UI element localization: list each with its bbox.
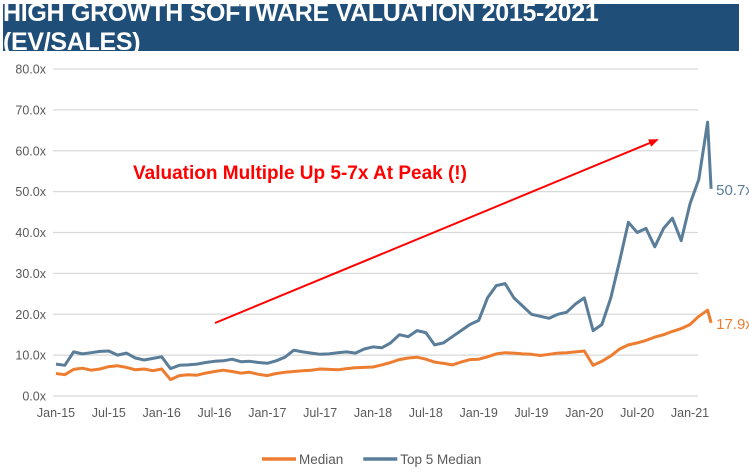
x-tick-label: Jul-15 bbox=[92, 406, 126, 420]
x-tick-label: Jan-18 bbox=[354, 406, 392, 420]
x-tick-label: Jan-20 bbox=[565, 406, 603, 420]
annotation-arrow bbox=[214, 139, 659, 324]
x-tick-label: Jan-21 bbox=[671, 406, 709, 420]
series-line-median bbox=[55, 308, 713, 382]
y-tick-label: 70.0x bbox=[15, 103, 46, 117]
x-tick-label: Jul-18 bbox=[409, 406, 443, 420]
series-line-top-5-median bbox=[55, 120, 713, 371]
y-tick-label: 20.0x bbox=[15, 308, 46, 322]
x-tick-label: Jul-20 bbox=[620, 406, 654, 420]
x-tick-label: Jan-15 bbox=[37, 406, 75, 420]
y-tick-label: 10.0x bbox=[15, 349, 46, 363]
y-tick-label: 30.0x bbox=[15, 267, 46, 281]
x-tick-label: Jul-19 bbox=[514, 406, 548, 420]
y-tick-label: 0.0x bbox=[22, 390, 46, 404]
legend-label: Median bbox=[299, 452, 343, 467]
x-tick-label: Jan-17 bbox=[248, 406, 286, 420]
y-tick-label: 50.0x bbox=[15, 185, 46, 199]
x-tick-label: Jan-16 bbox=[143, 406, 181, 420]
x-tick-label: Jul-17 bbox=[303, 406, 337, 420]
legend-label: Top 5 Median bbox=[400, 452, 481, 467]
end-value-label: 50.7x bbox=[716, 182, 749, 199]
end-value-label: 17.9x bbox=[716, 316, 749, 333]
annotation-text: Valuation Multiple Up 5-7x At Peak (!) bbox=[133, 163, 467, 184]
chart-title: HIGH GROWTH SOFTWARE VALUATION 2015-2021… bbox=[3, 0, 739, 56]
y-tick-label: 80.0x bbox=[15, 63, 46, 77]
y-tick-label: 60.0x bbox=[15, 144, 46, 158]
y-tick-label: 40.0x bbox=[15, 226, 46, 240]
x-tick-label: Jul-16 bbox=[197, 406, 231, 420]
x-tick-label: Jan-19 bbox=[460, 406, 498, 420]
